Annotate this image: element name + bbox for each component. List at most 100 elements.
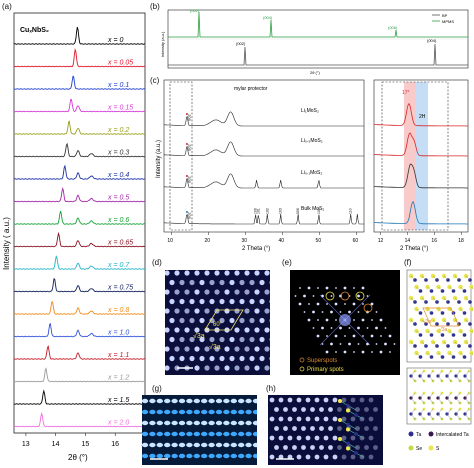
d-atom xyxy=(194,270,200,276)
g-atom xyxy=(215,431,223,437)
e-spot xyxy=(388,334,392,338)
a-curve xyxy=(13,186,145,203)
c-bulk-peak-label: 103 xyxy=(279,208,283,214)
f-bond xyxy=(460,330,465,336)
g-atom xyxy=(178,453,186,459)
legend-mpms: MPMS xyxy=(442,19,454,24)
e-spot xyxy=(326,335,328,337)
g-atom xyxy=(193,442,200,448)
c-xtick-label: 60 xyxy=(353,238,359,244)
h-model-ta xyxy=(346,403,350,408)
g-atom xyxy=(156,453,163,459)
e-spot xyxy=(361,286,365,290)
panel-h-letter: (h) xyxy=(266,384,276,393)
e-spot xyxy=(353,319,355,321)
h-atom xyxy=(323,397,329,403)
h-atom xyxy=(341,397,347,403)
h-atom xyxy=(350,397,356,403)
f-bond xyxy=(410,341,416,347)
h-atom xyxy=(373,426,378,431)
d-atom xyxy=(209,336,215,343)
a-curve-label: x = 0.5 xyxy=(107,195,129,202)
a-curve xyxy=(13,98,146,113)
h-model-ta xyxy=(354,451,358,455)
panel-h-stem-image xyxy=(268,395,383,465)
f-side-bond xyxy=(455,392,461,399)
h-atom xyxy=(337,407,342,412)
h-atom xyxy=(332,397,338,403)
e-spot xyxy=(379,350,383,354)
panel-f-top-box xyxy=(406,269,472,363)
h-atom xyxy=(359,397,365,403)
h-atom xyxy=(274,407,279,412)
e-spot xyxy=(357,311,360,313)
g-atom xyxy=(201,420,208,426)
e-spot xyxy=(366,342,369,346)
g-atom xyxy=(193,431,200,437)
g-atom xyxy=(208,409,215,415)
h-model-s xyxy=(338,418,342,422)
d-atom xyxy=(234,308,240,314)
f-side-bond xyxy=(428,408,434,415)
mpms-trace xyxy=(168,11,468,38)
g-atom xyxy=(252,420,257,426)
panel-d-unit-cell xyxy=(204,309,244,331)
a-curve xyxy=(13,301,146,315)
d-atom xyxy=(254,365,260,371)
c-xtick-label: 40 xyxy=(279,238,285,244)
g-atom xyxy=(230,431,237,437)
g-atom xyxy=(201,442,208,448)
e-spot xyxy=(298,302,302,306)
d-atom xyxy=(184,270,190,276)
d-atom xyxy=(234,346,240,352)
e-spot xyxy=(375,311,378,313)
f-side-bond xyxy=(464,408,470,415)
d-atom xyxy=(189,355,195,362)
h-model-s xyxy=(338,437,342,441)
a-curve xyxy=(13,323,146,338)
e-spot xyxy=(330,342,333,346)
d-atom xyxy=(239,279,245,286)
g-atom xyxy=(252,409,257,415)
h-atom xyxy=(368,435,374,441)
panel-b-xrd: Intensity (a.u.) 2θ (°) BP MPMS (002) (0… xyxy=(160,8,469,75)
panel-c-zoom-xlabel: 2 Theta (°) xyxy=(400,246,428,252)
d-atom xyxy=(165,308,170,314)
panel-d-label-a1: √3a xyxy=(193,332,205,340)
e-spot xyxy=(375,326,378,330)
g-atom xyxy=(186,442,193,448)
h-model-s xyxy=(346,408,350,413)
f-side-bond xyxy=(419,397,425,404)
g-atom xyxy=(193,409,200,415)
a-curve xyxy=(14,120,146,135)
panel-a-ylabel: Intensity ( a.u.) xyxy=(2,217,11,270)
a-curve xyxy=(13,142,146,158)
zoom-label-2h: 2H xyxy=(419,114,426,120)
a-curve-label: x = 0.8 xyxy=(107,307,129,314)
g-atom xyxy=(201,431,208,437)
f-side-bond xyxy=(455,408,461,415)
f-bond xyxy=(449,330,454,336)
d-atom xyxy=(199,355,205,362)
g-atom xyxy=(149,420,156,426)
fft-legend-primary: Primary spots xyxy=(307,367,344,373)
d-atom xyxy=(179,279,185,286)
zoom-label-17deg: 17° xyxy=(402,90,410,96)
f-side-bond xyxy=(464,375,470,382)
h-atom xyxy=(274,445,279,450)
c-bulk-peak-label: 110 xyxy=(349,208,353,214)
f-bond xyxy=(471,308,473,311)
f-side-bond xyxy=(446,392,452,399)
g-atom xyxy=(186,409,193,415)
e-spot xyxy=(352,334,356,338)
g-atom xyxy=(171,431,178,437)
d-atom xyxy=(244,365,250,371)
e-spot xyxy=(375,343,378,345)
e-spot xyxy=(348,327,351,329)
c-xtick-label: 10 xyxy=(167,238,173,244)
f-bond xyxy=(465,341,471,347)
d-atom xyxy=(219,298,225,305)
d-atom xyxy=(179,317,185,324)
e-spot xyxy=(312,327,315,329)
f-side-bond xyxy=(428,392,434,399)
